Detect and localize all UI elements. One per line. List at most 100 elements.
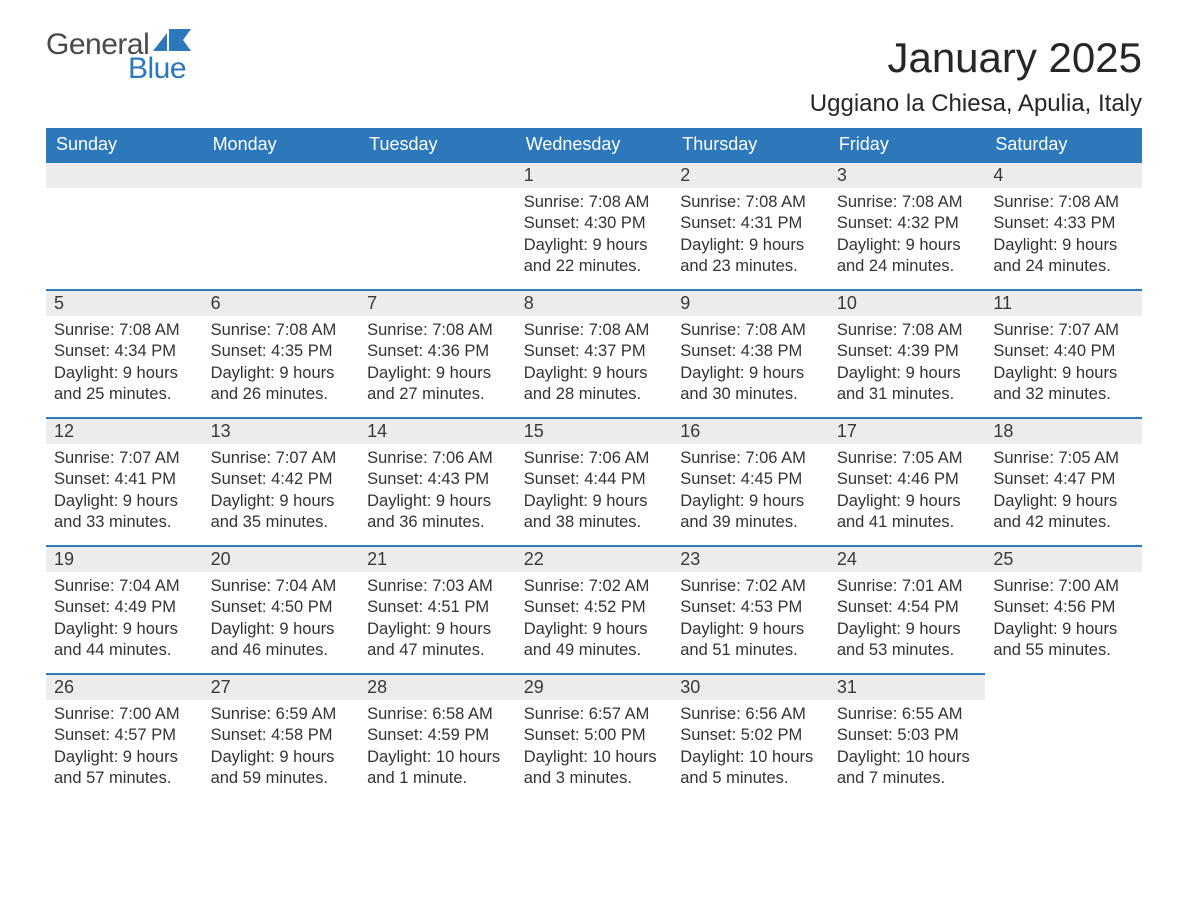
day-detail-line: Sunrise: 7:06 AM [367, 448, 508, 469]
calendar-day-cell: 30Sunrise: 6:56 AMSunset: 5:02 PMDayligh… [672, 673, 829, 801]
day-content: Sunrise: 7:06 AMSunset: 4:45 PMDaylight:… [672, 444, 829, 542]
day-number: 1 [516, 161, 673, 188]
calendar-day-cell: 29Sunrise: 6:57 AMSunset: 5:00 PMDayligh… [516, 673, 673, 801]
day-number [359, 161, 516, 188]
day-detail-line: Daylight: 9 hours and 57 minutes. [54, 747, 195, 790]
day-content: Sunrise: 6:56 AMSunset: 5:02 PMDaylight:… [672, 700, 829, 798]
day-detail-line: Daylight: 9 hours and 46 minutes. [211, 619, 352, 662]
day-number [46, 161, 203, 188]
day-detail-line: Daylight: 10 hours and 7 minutes. [837, 747, 978, 790]
day-content: Sunrise: 7:00 AMSunset: 4:56 PMDaylight:… [985, 572, 1142, 670]
day-detail-line: Daylight: 9 hours and 42 minutes. [993, 491, 1134, 534]
calendar-day-cell: 24Sunrise: 7:01 AMSunset: 4:54 PMDayligh… [829, 545, 986, 673]
calendar-week-row: 5Sunrise: 7:08 AMSunset: 4:34 PMDaylight… [46, 289, 1142, 417]
day-detail-line: Sunset: 4:32 PM [837, 213, 978, 234]
day-number: 10 [829, 289, 986, 316]
day-number: 12 [46, 417, 203, 444]
day-number: 30 [672, 673, 829, 700]
calendar-day-cell: 15Sunrise: 7:06 AMSunset: 4:44 PMDayligh… [516, 417, 673, 545]
day-detail-line: Sunset: 4:54 PM [837, 597, 978, 618]
day-detail-line: Daylight: 9 hours and 28 minutes. [524, 363, 665, 406]
calendar-day-cell: 28Sunrise: 6:58 AMSunset: 4:59 PMDayligh… [359, 673, 516, 801]
day-header: Wednesday [516, 128, 673, 161]
day-detail-line: Daylight: 9 hours and 41 minutes. [837, 491, 978, 534]
day-detail-line: Sunset: 4:56 PM [993, 597, 1134, 618]
day-content: Sunrise: 6:55 AMSunset: 5:03 PMDaylight:… [829, 700, 986, 798]
day-detail-line: Sunrise: 7:08 AM [211, 320, 352, 341]
day-number: 22 [516, 545, 673, 572]
day-detail-line: Sunrise: 6:56 AM [680, 704, 821, 725]
day-detail-line: Sunrise: 7:07 AM [993, 320, 1134, 341]
calendar-day-cell: 1Sunrise: 7:08 AMSunset: 4:30 PMDaylight… [516, 161, 673, 289]
calendar-week-row: 12Sunrise: 7:07 AMSunset: 4:41 PMDayligh… [46, 417, 1142, 545]
day-detail-line: Sunset: 4:39 PM [837, 341, 978, 362]
day-detail-line: Sunset: 4:37 PM [524, 341, 665, 362]
day-number: 20 [203, 545, 360, 572]
location-subtitle: Uggiano la Chiesa, Apulia, Italy [810, 90, 1142, 118]
day-detail-line: Sunset: 4:52 PM [524, 597, 665, 618]
day-header: Friday [829, 128, 986, 161]
day-detail-line: Daylight: 9 hours and 51 minutes. [680, 619, 821, 662]
day-detail-line: Sunrise: 6:59 AM [211, 704, 352, 725]
day-content: Sunrise: 6:58 AMSunset: 4:59 PMDaylight:… [359, 700, 516, 798]
day-detail-line: Sunset: 4:35 PM [211, 341, 352, 362]
day-number: 6 [203, 289, 360, 316]
day-number: 5 [46, 289, 203, 316]
calendar-day-cell [46, 161, 203, 289]
calendar-day-cell: 13Sunrise: 7:07 AMSunset: 4:42 PMDayligh… [203, 417, 360, 545]
day-number: 2 [672, 161, 829, 188]
day-content: Sunrise: 7:02 AMSunset: 4:53 PMDaylight:… [672, 572, 829, 670]
calendar-day-cell: 6Sunrise: 7:08 AMSunset: 4:35 PMDaylight… [203, 289, 360, 417]
day-number [203, 161, 360, 188]
day-detail-line: Daylight: 9 hours and 23 minutes. [680, 235, 821, 278]
day-detail-line: Sunset: 4:53 PM [680, 597, 821, 618]
day-detail-line: Sunrise: 7:08 AM [54, 320, 195, 341]
day-detail-line: Sunset: 4:42 PM [211, 469, 352, 490]
day-detail-line: Sunset: 4:51 PM [367, 597, 508, 618]
day-number: 13 [203, 417, 360, 444]
day-content: Sunrise: 7:07 AMSunset: 4:41 PMDaylight:… [46, 444, 203, 542]
day-number: 29 [516, 673, 673, 700]
day-number: 15 [516, 417, 673, 444]
day-detail-line: Sunrise: 7:08 AM [993, 192, 1134, 213]
day-detail-line: Sunset: 4:50 PM [211, 597, 352, 618]
day-content [359, 188, 516, 200]
day-content: Sunrise: 7:08 AMSunset: 4:34 PMDaylight:… [46, 316, 203, 414]
day-number: 16 [672, 417, 829, 444]
day-detail-line: Daylight: 9 hours and 36 minutes. [367, 491, 508, 534]
calendar-day-cell: 17Sunrise: 7:05 AMSunset: 4:46 PMDayligh… [829, 417, 986, 545]
day-detail-line: Daylight: 9 hours and 55 minutes. [993, 619, 1134, 662]
day-detail-line: Sunset: 4:44 PM [524, 469, 665, 490]
calendar-day-cell [985, 673, 1142, 801]
title-block: January 2025 Uggiano la Chiesa, Apulia, … [810, 28, 1142, 118]
calendar-day-cell: 31Sunrise: 6:55 AMSunset: 5:03 PMDayligh… [829, 673, 986, 801]
day-header: Tuesday [359, 128, 516, 161]
day-detail-line: Sunrise: 6:55 AM [837, 704, 978, 725]
day-detail-line: Sunrise: 7:07 AM [54, 448, 195, 469]
day-detail-line: Sunset: 5:03 PM [837, 725, 978, 746]
day-detail-line: Sunrise: 7:07 AM [211, 448, 352, 469]
month-title: January 2025 [810, 34, 1142, 82]
day-number: 27 [203, 673, 360, 700]
day-detail-line: Sunrise: 7:06 AM [680, 448, 821, 469]
day-detail-line: Sunset: 4:40 PM [993, 341, 1134, 362]
day-detail-line: Sunset: 4:38 PM [680, 341, 821, 362]
calendar-week-row: 1Sunrise: 7:08 AMSunset: 4:30 PMDaylight… [46, 161, 1142, 289]
calendar-day-cell [203, 161, 360, 289]
calendar-day-cell: 19Sunrise: 7:04 AMSunset: 4:49 PMDayligh… [46, 545, 203, 673]
day-detail-line: Sunrise: 7:08 AM [837, 320, 978, 341]
day-detail-line: Daylight: 9 hours and 24 minutes. [837, 235, 978, 278]
calendar-day-cell [359, 161, 516, 289]
day-number: 25 [985, 545, 1142, 572]
calendar-day-cell: 27Sunrise: 6:59 AMSunset: 4:58 PMDayligh… [203, 673, 360, 801]
day-number: 4 [985, 161, 1142, 188]
day-content: Sunrise: 7:08 AMSunset: 4:38 PMDaylight:… [672, 316, 829, 414]
day-detail-line: Sunset: 5:02 PM [680, 725, 821, 746]
day-detail-line: Sunrise: 7:08 AM [680, 192, 821, 213]
day-detail-line: Sunrise: 7:02 AM [524, 576, 665, 597]
day-content: Sunrise: 7:07 AMSunset: 4:40 PMDaylight:… [985, 316, 1142, 414]
day-content: Sunrise: 7:04 AMSunset: 4:49 PMDaylight:… [46, 572, 203, 670]
day-number: 26 [46, 673, 203, 700]
calendar-week-row: 19Sunrise: 7:04 AMSunset: 4:49 PMDayligh… [46, 545, 1142, 673]
day-detail-line: Daylight: 9 hours and 32 minutes. [993, 363, 1134, 406]
